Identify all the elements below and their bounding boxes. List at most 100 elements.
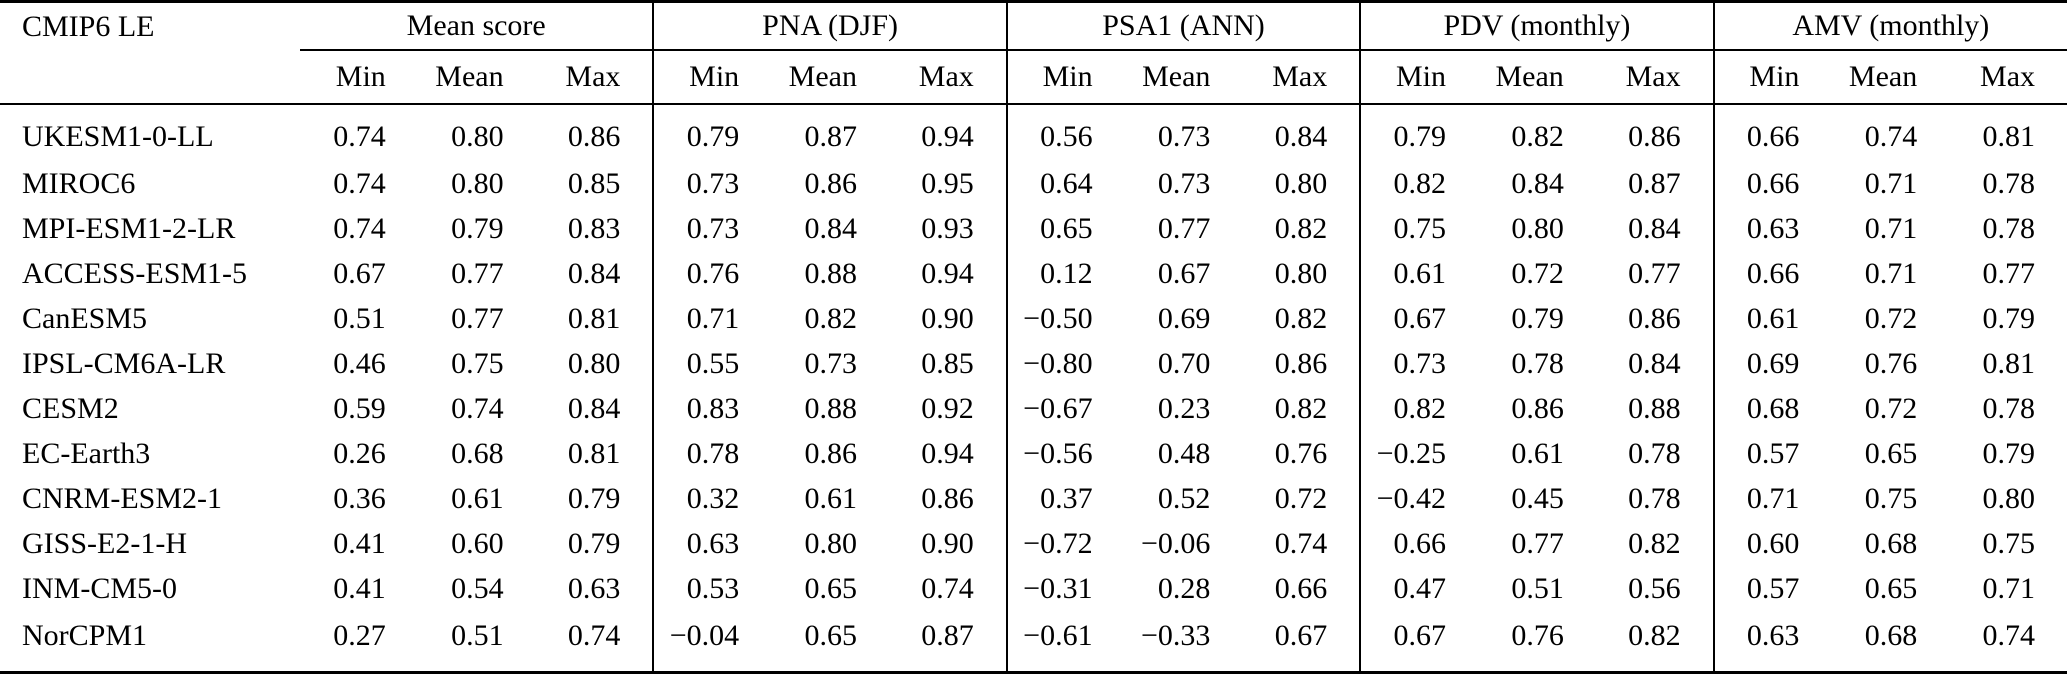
group-header-mean-score: Mean score — [300, 1, 654, 51]
subcol-header-pdv-mean: Mean — [1478, 50, 1596, 105]
value-cell: 0.73 — [1157, 166, 1211, 200]
value-cell: 0.74 — [1864, 120, 1918, 154]
value-cell: 0.73 — [652, 161, 772, 207]
group-header-pna-djf: PNA (DJF) — [652, 1, 1007, 51]
value-cell: 0.76 — [1274, 437, 1328, 471]
value-cell: 0.77 — [451, 301, 504, 335]
value-cell: 0.41 — [333, 572, 386, 606]
value-cell: 0.66 — [1359, 521, 1479, 567]
value-cell: 0.55 — [652, 341, 772, 387]
table-row: INM-CM5-0 0.41 0.54 0.63 0.53 0.65 0.74 −0.31 0.… — [0, 566, 2067, 612]
value-cell: 0.80 — [451, 166, 504, 200]
value-cell: 0.88 — [804, 256, 857, 290]
value-cell: 0.71 — [1982, 572, 2036, 606]
value-cell: 0.78 — [1982, 166, 2036, 200]
value-cell: 0.86 — [567, 120, 621, 154]
value-cell: 0.92 — [921, 392, 974, 426]
value-cell: 0.78 — [1628, 437, 1681, 471]
value-cell: 0.82 — [804, 301, 857, 335]
value-cell: 0.82 — [1511, 120, 1564, 154]
table-row: EC-Earth3 0.26 0.68 0.81 0.78 0.86 0.94 −0.56 0.… — [0, 431, 2067, 477]
value-cell: 0.48 — [1157, 437, 1211, 471]
value-cell: 0.73 — [1359, 341, 1479, 387]
model-name-cell: CanESM5 — [22, 301, 148, 335]
subcol-header-mean-score-max: Max — [535, 50, 654, 105]
subcol-header-psa1-min: Min — [1005, 50, 1125, 105]
value-cell: 0.74 — [333, 211, 386, 245]
value-cell: 0.88 — [1628, 392, 1681, 426]
value-cell: 0.64 — [1005, 161, 1125, 207]
subcol-header-pna-mean: Mean — [771, 50, 889, 105]
value-cell: 0.75 — [1982, 527, 2036, 561]
value-cell: 0.67 — [1274, 619, 1328, 653]
value-cell: 0.84 — [1628, 346, 1681, 380]
model-name-cell: MIROC6 — [22, 166, 136, 200]
value-cell: −0.31 — [1005, 566, 1125, 612]
value-cell: 0.56 — [1005, 104, 1125, 162]
value-cell: −0.61 — [1005, 611, 1125, 673]
value-cell: 0.61 — [1712, 296, 1832, 342]
value-cell: 0.88 — [804, 392, 857, 426]
table-row: ACCESS-ESM1-5 0.67 0.77 0.84 0.76 0.88 0.94 0.1… — [0, 251, 2067, 297]
value-cell: 0.86 — [1511, 392, 1564, 426]
value-cell: 0.84 — [1274, 120, 1328, 154]
value-cell: 0.76 — [1864, 346, 1918, 380]
value-cell: 0.79 — [1982, 301, 2036, 335]
table-row: IPSL-CM6A-LR 0.46 0.75 0.80 0.55 0.73 0.85 −0.8… — [0, 341, 2067, 387]
value-cell: 0.77 — [1982, 256, 2036, 290]
value-cell: 0.61 — [1359, 251, 1479, 297]
value-cell: 0.84 — [1511, 166, 1564, 200]
value-cell: 0.82 — [1274, 392, 1328, 426]
value-cell: 0.74 — [1274, 527, 1328, 561]
value-cell: −0.56 — [1005, 431, 1125, 477]
value-cell: 0.79 — [1511, 301, 1564, 335]
value-cell: 0.36 — [333, 482, 386, 516]
value-cell: 0.94 — [921, 437, 974, 471]
value-cell: 0.77 — [451, 256, 504, 290]
model-name-cell: EC-Earth3 — [22, 437, 151, 471]
value-cell: 0.80 — [804, 527, 857, 561]
value-cell: 0.71 — [1864, 211, 1918, 245]
value-cell: 0.81 — [1982, 120, 2036, 154]
table-row: MPI-ESM1-2-LR 0.74 0.79 0.83 0.73 0.84 0.93 0.6… — [0, 206, 2067, 252]
value-cell: 0.82 — [1359, 161, 1479, 207]
value-cell: −0.06 — [1140, 527, 1211, 561]
value-cell: 0.94 — [921, 120, 974, 154]
value-cell: −0.50 — [1005, 296, 1125, 342]
value-cell: 0.72 — [1511, 256, 1564, 290]
value-cell: 0.87 — [921, 619, 974, 653]
value-cell: 0.84 — [567, 392, 621, 426]
value-cell: 0.57 — [1712, 566, 1832, 612]
value-cell: 0.61 — [804, 482, 857, 516]
table-row: NorCPM1 0.27 0.51 0.74 −0.04 0.65 0.87 −0.61 −0.… — [0, 611, 2067, 673]
value-cell: 0.83 — [567, 211, 621, 245]
model-name-cell: UKESM1-0-LL — [22, 120, 214, 154]
value-cell: 0.87 — [1628, 166, 1681, 200]
value-cell: 0.73 — [804, 346, 857, 380]
value-cell: 0.66 — [1712, 251, 1832, 297]
model-name-cell: INM-CM5-0 — [22, 572, 177, 606]
value-cell: −0.67 — [1005, 386, 1125, 432]
value-cell: 0.65 — [804, 572, 857, 606]
table-row: MIROC6 0.74 0.80 0.85 0.73 0.86 0.95 0.64 0.73 0.… — [0, 161, 2067, 207]
table-row: UKESM1-0-LL 0.74 0.80 0.86 0.79 0.87 0.94 0.56 0… — [0, 104, 2067, 162]
model-name-cell: CESM2 — [22, 392, 119, 426]
subcol-header-pdv-min: Min — [1359, 50, 1479, 105]
value-cell: 0.80 — [1274, 256, 1328, 290]
value-cell: 0.68 — [1864, 619, 1918, 653]
value-cell: 0.79 — [1359, 104, 1479, 162]
group-header-amv-monthly: AMV (monthly) — [1712, 1, 2067, 51]
value-cell: 0.79 — [451, 211, 504, 245]
table-row: GISS-E2-1-H 0.41 0.60 0.79 0.63 0.80 0.90 −0.72… — [0, 521, 2067, 567]
value-cell: 0.77 — [1511, 527, 1564, 561]
model-name-cell: ACCESS-ESM1-5 — [22, 256, 248, 290]
value-cell: 0.79 — [652, 104, 772, 162]
value-cell: 0.51 — [1511, 572, 1564, 606]
value-cell: 0.61 — [451, 482, 504, 516]
value-cell: 0.70 — [1157, 346, 1211, 380]
value-cell: −0.25 — [1359, 431, 1479, 477]
value-cell: 0.52 — [1157, 482, 1211, 516]
value-cell: 0.73 — [1157, 120, 1211, 154]
